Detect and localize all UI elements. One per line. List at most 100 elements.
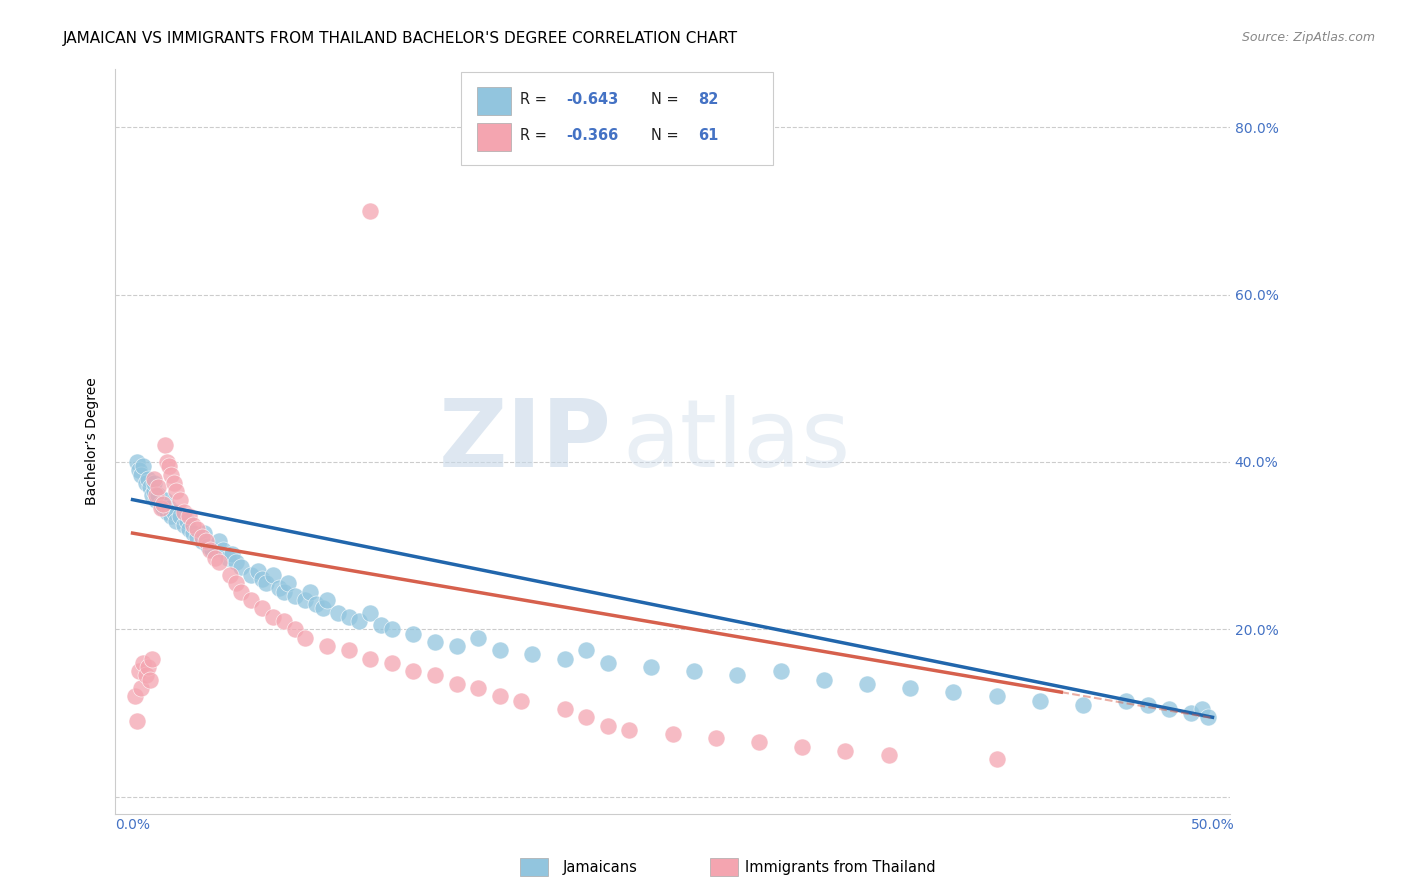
Point (986, 690, 1008, 704)
Point (337, 643, 360, 657)
Point (488, 690, 510, 704)
Point (704, 731, 727, 746)
Point (349, 614, 371, 628)
Point (294, 593, 316, 607)
Point (640, 660, 662, 674)
Point (269, 581, 291, 595)
Point (316, 593, 339, 607)
Point (273, 614, 295, 628)
Point (149, 497, 172, 511)
Point (402, 626, 425, 640)
Text: R =: R = (520, 128, 551, 143)
Point (520, 648, 543, 662)
Point (769, 665, 792, 679)
Point (596, 656, 619, 670)
Point (152, 497, 174, 511)
Point (208, 556, 231, 570)
Point (575, 710, 598, 724)
Point (143, 475, 166, 490)
Point (177, 509, 200, 524)
Point (134, 668, 156, 682)
Point (834, 744, 856, 758)
Point (277, 576, 299, 591)
Point (294, 631, 316, 645)
Point (136, 472, 159, 486)
Point (250, 601, 273, 615)
Point (240, 593, 263, 607)
Text: 82: 82 (699, 92, 718, 107)
Text: -0.366: -0.366 (567, 128, 619, 143)
Point (942, 685, 965, 699)
Point (467, 631, 489, 645)
Point (877, 747, 900, 762)
Point (165, 484, 187, 499)
Point (141, 651, 163, 665)
Point (898, 681, 921, 695)
Point (488, 643, 510, 657)
Point (596, 719, 619, 733)
Point (136, 660, 159, 674)
Point (273, 584, 295, 599)
Point (240, 568, 263, 582)
Point (169, 509, 191, 524)
Point (173, 517, 195, 532)
Point (157, 501, 180, 516)
Point (423, 635, 446, 649)
Point (204, 551, 226, 566)
Point (153, 492, 176, 507)
Point (381, 656, 404, 670)
Point (176, 514, 198, 528)
FancyBboxPatch shape (478, 123, 510, 152)
Point (262, 610, 284, 624)
Point (125, 455, 148, 469)
Point (156, 455, 179, 469)
Point (856, 677, 879, 691)
Point (661, 727, 683, 741)
Point (139, 673, 162, 687)
Point (250, 572, 273, 586)
Point (1191, 702, 1213, 716)
Point (141, 488, 163, 502)
Point (186, 522, 208, 536)
FancyBboxPatch shape (461, 72, 773, 165)
Point (162, 505, 184, 519)
Point (467, 681, 489, 695)
Point (190, 534, 212, 549)
Point (305, 597, 328, 611)
Point (129, 681, 152, 695)
Point (143, 472, 166, 486)
Text: atlas: atlas (623, 395, 851, 487)
Point (683, 665, 706, 679)
Point (790, 739, 813, 754)
Point (201, 542, 224, 557)
Point (181, 517, 204, 532)
Point (575, 643, 598, 657)
Point (148, 488, 170, 502)
Point (298, 584, 321, 599)
Point (326, 606, 349, 620)
Point (217, 551, 239, 566)
Point (262, 568, 284, 582)
Point (1071, 698, 1094, 712)
Point (139, 480, 162, 494)
Point (619, 723, 641, 737)
FancyBboxPatch shape (478, 87, 510, 115)
Text: Jamaicans: Jamaicans (562, 860, 637, 874)
Point (143, 484, 166, 499)
Point (181, 526, 204, 541)
Point (337, 610, 360, 624)
Point (446, 639, 468, 653)
Point (229, 559, 252, 574)
Point (212, 542, 235, 557)
Point (124, 690, 146, 704)
Point (129, 467, 152, 482)
Point (1028, 693, 1050, 707)
Point (1159, 702, 1181, 716)
Point (725, 668, 748, 682)
Point (169, 492, 191, 507)
Text: ZIP: ZIP (439, 395, 612, 487)
Text: 61: 61 (699, 128, 718, 143)
Point (311, 601, 333, 615)
Point (283, 623, 305, 637)
Point (153, 438, 176, 452)
